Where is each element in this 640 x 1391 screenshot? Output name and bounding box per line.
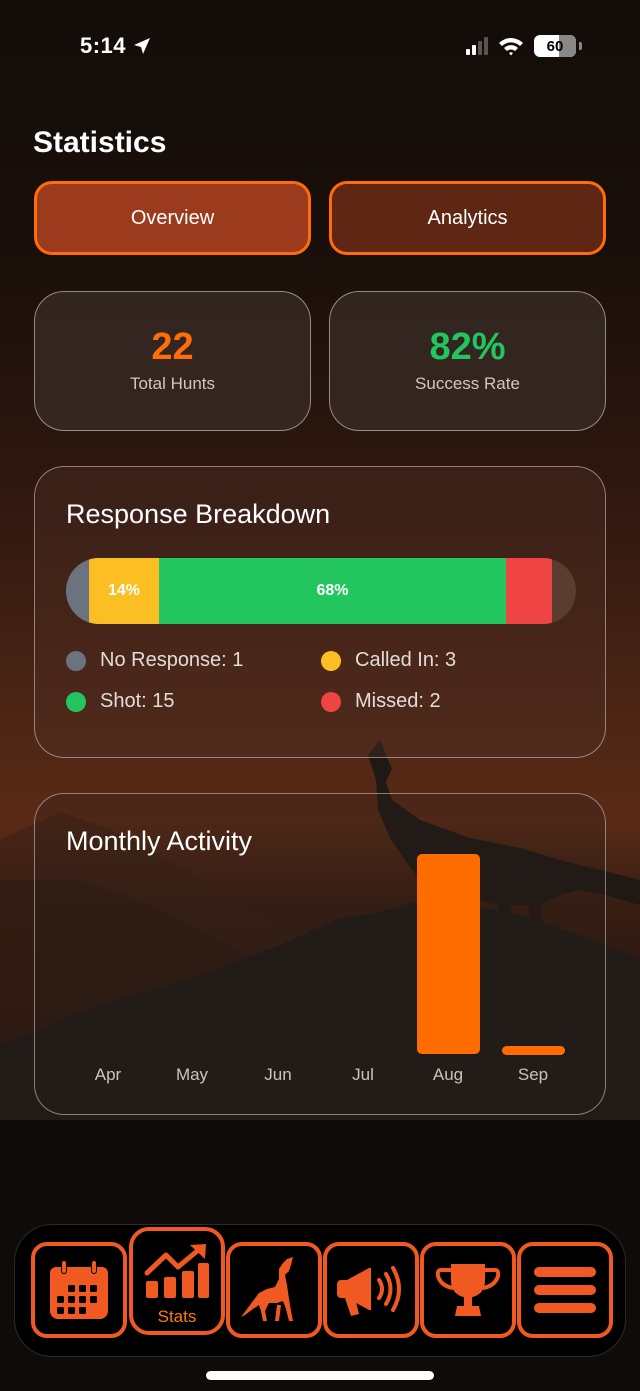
yellow-dot-icon bbox=[321, 650, 341, 671]
legend-text: No Response: 1 bbox=[100, 649, 244, 671]
overview-tab-button[interactable]: Overview bbox=[34, 181, 311, 255]
legend-text: Called In: 3 bbox=[355, 649, 457, 671]
overview-label: Overview bbox=[130, 206, 215, 229]
howling-coyote-icon bbox=[241, 1257, 293, 1321]
total-hunts-card: 22 Total Hunts bbox=[34, 291, 311, 431]
megaphone-icon bbox=[337, 1266, 401, 1316]
monthly-activity-panel: Monthly Activity Apr May Jun Jul Aug Sep bbox=[34, 793, 606, 1115]
month-label-apr: Apr bbox=[94, 1065, 122, 1084]
location-arrow-icon bbox=[134, 38, 151, 54]
response-legend: No Response: 1 Called In: 3 Shot: 15 Mis… bbox=[66, 649, 576, 713]
clock-text: 5:14 bbox=[80, 33, 127, 58]
success-rate-value: 82% bbox=[429, 326, 506, 368]
trophy-icon bbox=[435, 1264, 501, 1316]
legend-item-missed: Missed: 2 bbox=[321, 690, 576, 713]
tab-stats-label: Stats bbox=[157, 1307, 197, 1326]
success-rate-label: Success Rate bbox=[415, 374, 520, 393]
month-label-may: May bbox=[175, 1065, 209, 1084]
battery-level: 60 bbox=[546, 37, 564, 55]
called-in-pct: 14% bbox=[107, 582, 141, 599]
red-dot-icon bbox=[321, 691, 341, 712]
gray-dot-icon bbox=[66, 650, 86, 671]
legend-text: Shot: 15 bbox=[100, 690, 175, 712]
home-indicator[interactable] bbox=[206, 1371, 434, 1380]
page-title: Statistics bbox=[33, 126, 167, 159]
bar-segment-no-response bbox=[66, 558, 89, 624]
tab-menu[interactable] bbox=[517, 1242, 613, 1338]
legend-item-shot: Shot: 15 bbox=[66, 690, 321, 713]
bottom-tab-bar: Stats bbox=[14, 1224, 626, 1357]
monthly-activity-title: Monthly Activity bbox=[66, 826, 253, 856]
calendar-icon bbox=[50, 1260, 108, 1319]
month-label-sep: Sep bbox=[517, 1065, 549, 1084]
response-breakdown-panel: Response Breakdown 14% 68% No Response: … bbox=[34, 466, 606, 758]
bar-segment-missed bbox=[506, 558, 552, 624]
status-time: 5:14 bbox=[80, 33, 152, 59]
bar-aug bbox=[417, 854, 480, 1054]
total-hunts-value: 22 bbox=[151, 326, 194, 368]
shot-pct: 68% bbox=[316, 582, 349, 599]
bar-segment-called-in: 14% bbox=[89, 558, 159, 624]
tab-calendar[interactable] bbox=[31, 1242, 127, 1338]
green-dot-icon bbox=[66, 691, 86, 712]
cellular-signal-icon bbox=[466, 37, 488, 55]
analytics-label: Analytics bbox=[427, 206, 508, 229]
tab-calls[interactable] bbox=[323, 1242, 419, 1338]
legend-text: Missed: 2 bbox=[355, 690, 441, 712]
month-label-jun: Jun bbox=[264, 1065, 292, 1084]
analytics-tab-button[interactable]: Analytics bbox=[329, 181, 606, 255]
chart-trend-icon bbox=[144, 1244, 209, 1298]
bar-sep bbox=[502, 1046, 565, 1055]
bar-segment-shot: 68% bbox=[159, 558, 506, 624]
response-stacked-bar: 14% 68% bbox=[66, 558, 576, 624]
tab-coyote[interactable] bbox=[226, 1242, 322, 1338]
tab-stats[interactable]: Stats bbox=[129, 1227, 225, 1335]
response-breakdown-title: Response Breakdown bbox=[66, 499, 331, 529]
success-rate-card: 82% Success Rate bbox=[329, 291, 606, 431]
status-bar: 5:14 60 bbox=[0, 0, 640, 95]
total-hunts-label: Total Hunts bbox=[129, 374, 216, 393]
legend-item-called-in: Called In: 3 bbox=[321, 649, 576, 672]
month-label-jul: Jul bbox=[352, 1065, 374, 1084]
hamburger-menu-icon bbox=[534, 1267, 596, 1313]
legend-item-no-response: No Response: 1 bbox=[66, 649, 321, 672]
month-label-aug: Aug bbox=[432, 1065, 464, 1084]
battery-icon: 60 bbox=[534, 35, 576, 57]
wifi-icon bbox=[499, 38, 523, 56]
tab-trophy[interactable] bbox=[420, 1242, 516, 1338]
